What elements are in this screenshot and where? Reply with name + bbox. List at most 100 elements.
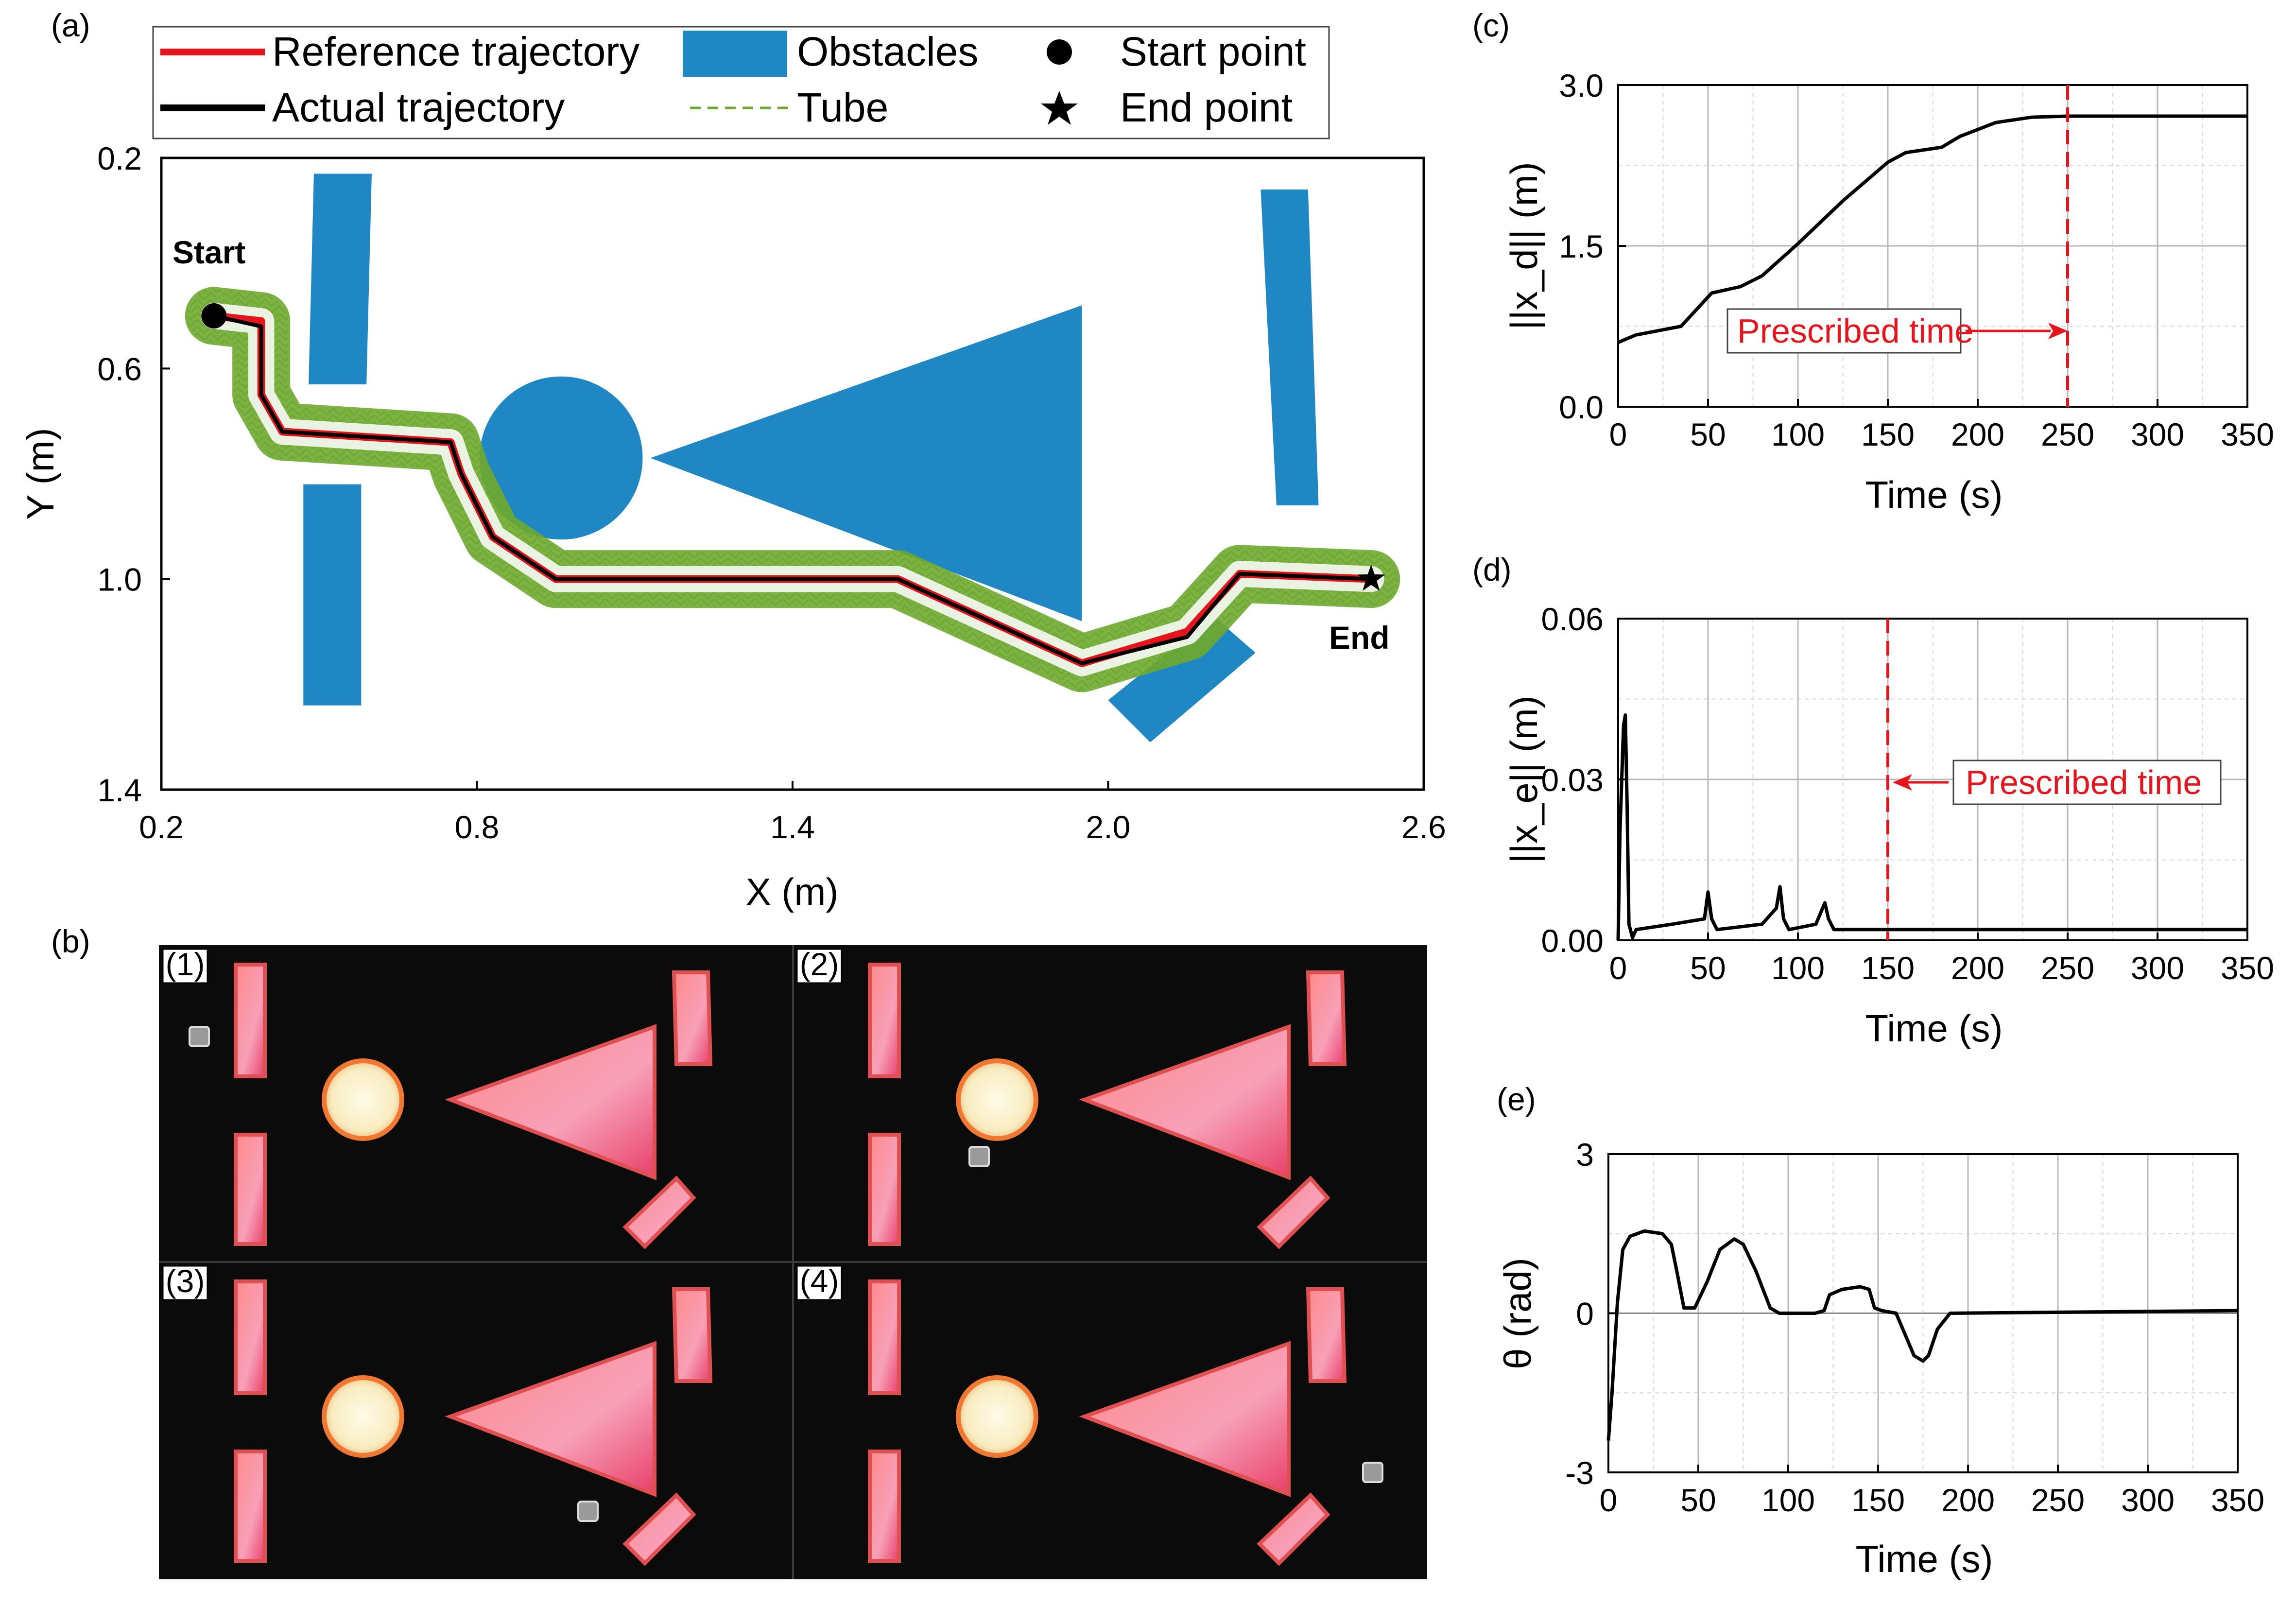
x-tick-label: 100: [1771, 416, 1825, 452]
legend-marker-obstacles: [683, 31, 787, 77]
legend-label-actual: Actual trajectory: [272, 85, 565, 130]
y-tick-label-a: 0.6: [97, 351, 142, 387]
panel-label-a: (a): [51, 7, 90, 43]
y-axis-label-d: ||x_e|| (m): [1502, 695, 1545, 863]
photo-obstacle-triangle: [1079, 1024, 1291, 1180]
photo-obstacle-bar: [622, 1175, 696, 1249]
y-tick-label: -3: [1565, 1455, 1594, 1491]
y-axis-label-e: θ (rad): [1496, 1258, 1539, 1369]
photo-label-box: [796, 948, 843, 984]
photo-obstacle-bar: [622, 1492, 696, 1566]
legend-label-start: Start point: [1120, 29, 1306, 74]
x-tick-label: 350: [2221, 416, 2274, 452]
legend-marker-start: [1047, 39, 1072, 65]
legend-label-reference: Reference trajectory: [272, 29, 639, 74]
photo-obstacle-triangle: [445, 1341, 656, 1497]
x-tick-label: 100: [1771, 950, 1825, 986]
photo-label-box: [162, 1265, 208, 1301]
trajectory-lines: [201, 303, 1385, 667]
x-tick-label-a: 2.6: [1401, 809, 1446, 845]
photo-label: (3): [166, 1263, 205, 1299]
legend: Reference trajectory Actual trajectory O…: [152, 26, 1330, 139]
x-axis-label-a: X (m): [746, 870, 839, 913]
panel-label-d: (d): [1472, 552, 1512, 588]
photo-obstacle-circle: [322, 1375, 404, 1458]
prescribed-time-note-c: Prescribed time: [1726, 308, 2068, 354]
photo-obstacle-bar: [1306, 1287, 1347, 1383]
photo-obstacle-bar: [868, 1450, 901, 1563]
photo-obstacle-bar: [672, 1287, 713, 1383]
x-tick-label: 0: [1609, 950, 1627, 986]
legend-label-tube: Tube: [797, 85, 888, 130]
photo-obstacle-circle: [956, 1375, 1038, 1458]
x-tick-label: 50: [1680, 1482, 1716, 1518]
heading-angle-plot: 0 50 100 150 200 250 300 350-303 Time (s) θ (ra…: [1496, 1137, 2264, 1580]
panel-label-e: (e): [1497, 1081, 1536, 1117]
photo-obstacle-bar: [868, 1279, 901, 1395]
photo-obstacle-bar: [1257, 1492, 1330, 1566]
x-tick-label-a: 0.2: [139, 809, 184, 845]
experiment-photos: (1) (2) (3) (4): [159, 945, 1427, 1579]
legend-marker-end: [1041, 91, 1078, 125]
x-tick-label-a: 1.4: [770, 809, 815, 845]
y-tick-label: 0.00: [1541, 923, 1604, 959]
x-tick-label: 350: [2211, 1482, 2264, 1518]
obstacle-rect-5: [1108, 616, 1256, 743]
error-norm-plot: 0 50 100 150 200 250 300 350 0.00 0.03 0.06 Prescr…: [1502, 601, 2274, 1050]
panel-label-b: (b): [51, 923, 90, 959]
actual-trajectory-line: [213, 314, 1371, 665]
legend-label-end: End point: [1120, 85, 1293, 130]
end-annotation: End: [1329, 620, 1390, 656]
data-line: [1617, 114, 2247, 344]
prescribed-time-note-d: Prescribed time: [1893, 760, 2222, 805]
photo-robot: [1362, 1462, 1383, 1483]
x-tick-label: 300: [2131, 416, 2184, 452]
photo-4: (4): [796, 1263, 1383, 1566]
x-axis-label-e: Time (s): [1855, 1538, 1993, 1580]
photo-label: (4): [800, 1263, 839, 1299]
x-tick-label: 100: [1761, 1482, 1815, 1518]
x-tick-label: 150: [1861, 416, 1915, 452]
photo-robot: [189, 1026, 210, 1047]
data-line: [1616, 713, 2247, 941]
x-tick-label: 0: [1600, 1482, 1618, 1518]
y-tick-label: 0: [1576, 1296, 1594, 1332]
photo-label: (2): [800, 946, 839, 982]
y-tick-label: 0.06: [1541, 601, 1604, 637]
y-tick-label: 0.0: [1559, 389, 1604, 425]
obstacles-layer: [303, 173, 1319, 743]
x-tick-label: 150: [1851, 1482, 1905, 1518]
x-tick-label: 300: [2131, 950, 2184, 986]
photo-1: (1): [162, 946, 713, 1249]
photo-2: (2): [796, 946, 1347, 1249]
obstacle-rect-0: [309, 173, 372, 384]
photo-obstacle-circle: [956, 1058, 1038, 1141]
prescribed-time-label-d: Prescribed time: [1966, 763, 2202, 801]
trajectory-axis-ticks: 0.2 0.8 1.4 2.0 2.6 0.2 0.6 1.0 1.4: [97, 140, 1446, 845]
obstacle-triangle-3: [650, 305, 1082, 622]
y-tick-label: 0.03: [1541, 762, 1604, 798]
start-point-marker: [201, 303, 227, 328]
x-tick-label: 150: [1861, 950, 1915, 986]
photo-obstacle-triangle: [445, 1024, 656, 1180]
x-tick-label: 300: [2121, 1482, 2175, 1518]
x-tick-label: 200: [1941, 1482, 1995, 1518]
legend-label-obstacles: Obstacles: [797, 29, 979, 74]
x-tick-label: 50: [1690, 950, 1726, 986]
y-tick-label-a: 1.4: [97, 772, 142, 808]
y-tick-label: 3.0: [1559, 68, 1604, 104]
photo-obstacle-bar: [234, 1450, 267, 1563]
photo-3: (3): [162, 1263, 713, 1566]
x-tick-label-a: 0.8: [455, 809, 500, 845]
photo-obstacle-bar: [1306, 970, 1347, 1066]
x-tick-label: 250: [2041, 950, 2094, 986]
y-tick-label-a: 0.2: [97, 140, 142, 176]
obstacle-rect-4: [1260, 190, 1319, 505]
x-tick-label: 200: [1951, 416, 2004, 452]
photo-label-box: [162, 948, 208, 984]
trajectory-plot: 0.2 0.8 1.4 2.0 2.6 0.2 0.6 1.0 1.4 Start End X …: [19, 140, 1446, 913]
x-axis-label-d: Time (s): [1865, 1007, 2003, 1050]
y-tick-label: 3: [1576, 1137, 1594, 1173]
x-tick-label: 200: [1951, 950, 2004, 986]
desired-norm-plot: 0 50 100 150 200 250 300 350 0.0 1.5 3.0 Prescribe…: [1502, 68, 2274, 516]
